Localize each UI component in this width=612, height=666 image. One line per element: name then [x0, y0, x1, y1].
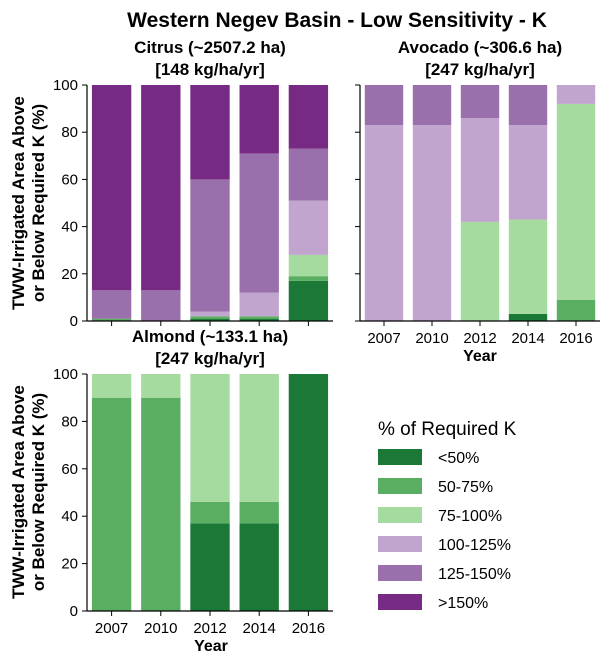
- y-tick-label-almond-20: 20: [61, 556, 78, 573]
- y-tick-label-citrus-80: 80: [61, 124, 78, 141]
- bar-segment-almond-2010-1: [141, 397, 181, 611]
- legend-title: % of Required K: [378, 419, 517, 440]
- panel-title-avocado-line1: Avocado (~306.6 ha): [398, 38, 562, 57]
- y-tick-label-citrus-20: 20: [61, 266, 78, 283]
- legend-swatch-3: [378, 536, 422, 552]
- y-tick-label-citrus-60: 60: [61, 171, 78, 188]
- bar-segment-citrus-2014-0: [239, 318, 279, 321]
- bar-segment-almond-2014-1: [239, 501, 279, 524]
- panel-title-citrus-line1: Citrus (~2507.2 ha): [134, 38, 286, 57]
- bar-segment-almond-2014-2: [239, 374, 279, 502]
- bar-segment-citrus-2016-1: [288, 276, 329, 281]
- y-tick-label-almond-80: 80: [61, 413, 78, 430]
- bar-segment-citrus-2014-5: [239, 85, 279, 154]
- x-axis-label-avocado: Year: [463, 348, 497, 365]
- bar-segment-citrus-2012-4: [190, 179, 230, 312]
- y-axis-label-bottom-line2: or Below Required K (%): [29, 393, 48, 591]
- bar-segment-almond-2010-2: [141, 374, 181, 398]
- x-tick-label-avocado-2014: 2014: [511, 330, 544, 347]
- x-tick-label-almond-2014: 2014: [243, 620, 276, 637]
- bar-segment-avocado-2016-3: [556, 85, 596, 104]
- bar-segment-avocado-2010-3: [412, 125, 452, 322]
- legend-swatch-5: [378, 594, 422, 610]
- bar-segment-almond-2012-0: [190, 523, 230, 611]
- bar-segment-citrus-2016-2: [288, 254, 329, 277]
- bar-segment-citrus-2007-4: [91, 290, 132, 319]
- bar-segment-almond-2016-0: [288, 374, 329, 611]
- panel-title-almond-line1: Almond (~133.1 ha): [132, 327, 288, 346]
- bar-segment-avocado-2012-2: [460, 221, 500, 321]
- bar-segment-avocado-2012-3: [460, 118, 500, 222]
- bar-segment-avocado-2010-4: [412, 85, 452, 126]
- x-tick-label-avocado-2016: 2016: [559, 330, 592, 347]
- bar-segment-citrus-2007-5: [91, 85, 132, 291]
- x-tick-label-avocado-2007: 2007: [367, 330, 400, 347]
- legend-label-1: 50-75%: [438, 479, 493, 496]
- y-axis-label-bottom-line1: TWW-Irrigated Area Above: [9, 385, 28, 599]
- y-tick-label-citrus-100: 100: [53, 77, 78, 94]
- y-axis-label-top-line1: TWW-Irrigated Area Above: [9, 96, 28, 310]
- panel-avocado: Avocado (~306.6 ha) [247 kg/ha/yr] 2007 201…: [355, 38, 600, 347]
- x-tick-label-almond-2012: 2012: [193, 620, 226, 637]
- bar-segment-avocado-2014-3: [508, 125, 548, 220]
- bar-segment-citrus-2012-0: [190, 318, 230, 321]
- bar-segment-citrus-2012-3: [190, 311, 230, 317]
- bar-segment-avocado-2007-3: [364, 125, 404, 322]
- legend-swatch-4: [378, 565, 422, 581]
- legend-label-5: >150%: [438, 595, 488, 612]
- bar-segment-almond-2012-2: [190, 374, 230, 502]
- y-tick-label-citrus-0: 0: [70, 313, 78, 330]
- bar-segment-almond-2014-0: [239, 523, 279, 611]
- x-axis-label-almond: Year: [194, 638, 228, 655]
- panel-title-almond-line2: [247 kg/ha/yr]: [155, 349, 265, 368]
- y-tick-label-almond-0: 0: [70, 603, 78, 620]
- bar-segment-avocado-2007-4: [364, 85, 404, 126]
- bar-segment-avocado-2014-4: [508, 85, 548, 126]
- x-tick-label-avocado-2010: 2010: [415, 330, 448, 347]
- legend-label-3: 100-125%: [438, 537, 511, 554]
- y-tick-label-almond-100: 100: [53, 366, 78, 383]
- bar-segment-citrus-2016-0: [288, 280, 329, 321]
- bar-segment-citrus-2012-5: [190, 85, 230, 180]
- figure-title: Western Negev Basin - Low Sensitivity - …: [127, 9, 547, 32]
- bar-segment-avocado-2016-2: [556, 103, 596, 300]
- bar-segment-avocado-2014-0: [508, 313, 548, 321]
- bar-segment-avocado-2016-1: [556, 299, 596, 321]
- y-tick-label-citrus-40: 40: [61, 219, 78, 236]
- bar-segment-almond-2007-1: [91, 397, 132, 611]
- bar-segment-almond-2012-1: [190, 501, 230, 524]
- x-tick-label-almond-2007: 2007: [95, 620, 128, 637]
- bar-segment-citrus-2014-1: [239, 316, 279, 319]
- x-tick-label-almond-2010: 2010: [144, 620, 177, 637]
- legend: % of Required K <50% 50-75% 75-100% 100-125%…: [378, 419, 517, 612]
- y-axis-label-top-line2: or Below Required K (%): [29, 104, 48, 302]
- bar-segment-citrus-2010-4: [141, 290, 181, 321]
- panel-citrus: Citrus (~2507.2 ha) [148 kg/ha/yr] 0 20 40 60…: [53, 38, 333, 330]
- legend-label-2: 75-100%: [438, 508, 502, 525]
- bar-segment-citrus-2007-1: [91, 318, 132, 321]
- x-tick-label-almond-2016: 2016: [292, 620, 325, 637]
- legend-swatch-1: [378, 478, 422, 494]
- bar-segment-citrus-2012-1: [190, 316, 230, 319]
- legend-swatch-0: [378, 449, 422, 465]
- bar-segment-citrus-2014-4: [239, 153, 279, 293]
- bar-segment-almond-2007-2: [91, 374, 132, 398]
- bar-segment-citrus-2016-5: [288, 85, 329, 149]
- y-tick-label-almond-60: 60: [61, 461, 78, 478]
- bar-segment-citrus-2010-5: [141, 85, 181, 291]
- y-tick-label-almond-40: 40: [61, 508, 78, 525]
- bar-segment-citrus-2016-4: [288, 148, 329, 201]
- bar-segment-citrus-2014-3: [239, 292, 279, 317]
- bar-segment-citrus-2016-3: [288, 200, 329, 255]
- x-tick-label-avocado-2012: 2012: [463, 330, 496, 347]
- legend-swatch-2: [378, 507, 422, 523]
- bar-segment-avocado-2012-4: [460, 85, 500, 119]
- panel-title-avocado-line2: [247 kg/ha/yr]: [425, 60, 535, 79]
- panel-title-citrus-line2: [148 kg/ha/yr]: [155, 60, 265, 79]
- panel-almond: Almond (~133.1 ha)[247 kg/ha/yr]2007 2010…: [53, 327, 333, 637]
- legend-label-4: 125-150%: [438, 566, 511, 583]
- legend-label-0: <50%: [438, 450, 479, 467]
- bar-segment-avocado-2014-2: [508, 219, 548, 314]
